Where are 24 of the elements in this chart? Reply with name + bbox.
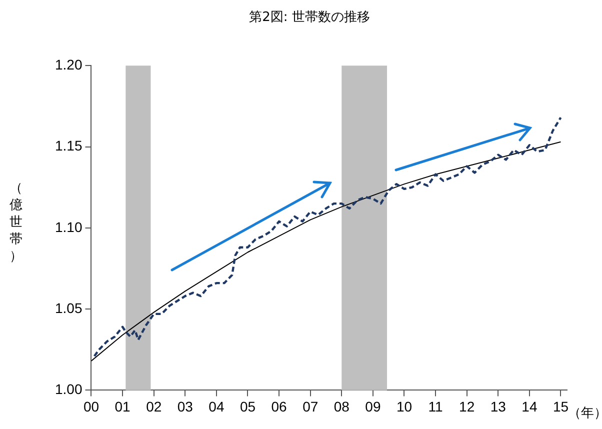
x-tick-label: 15 bbox=[552, 398, 569, 414]
x-tick-label: 00 bbox=[83, 398, 100, 414]
y-tick-label: 1.15 bbox=[55, 138, 82, 154]
x-tick-label: 08 bbox=[334, 398, 350, 414]
x-tick-label: 07 bbox=[302, 398, 318, 414]
x-tick-label: 03 bbox=[177, 398, 194, 414]
y-tick-label: 1.05 bbox=[55, 300, 82, 316]
x-axis-title: （年） bbox=[568, 405, 602, 422]
x-tick-label: 04 bbox=[208, 398, 224, 414]
x-tick-label: 09 bbox=[365, 398, 381, 414]
x-tick-label: 02 bbox=[146, 398, 162, 414]
y-axis-title: （億世帯） bbox=[8, 180, 24, 265]
y-tick-label: 1.00 bbox=[55, 381, 82, 398]
x-tick-label: 12 bbox=[459, 398, 475, 414]
x-tick-label: 13 bbox=[490, 398, 506, 414]
x-tick-label: 06 bbox=[271, 398, 288, 414]
x-tick-label: 14 bbox=[522, 398, 538, 414]
chart-title: 第2図: 世帯数の推移 bbox=[249, 10, 370, 26]
x-tick-label: 10 bbox=[396, 398, 412, 414]
x-tick-label: 01 bbox=[114, 398, 131, 414]
y-tick-label: 1.20 bbox=[55, 56, 82, 72]
x-tick-label: 11 bbox=[428, 398, 444, 414]
x-tick-label: 05 bbox=[240, 398, 256, 414]
y-tick-label: 1.10 bbox=[55, 218, 82, 235]
